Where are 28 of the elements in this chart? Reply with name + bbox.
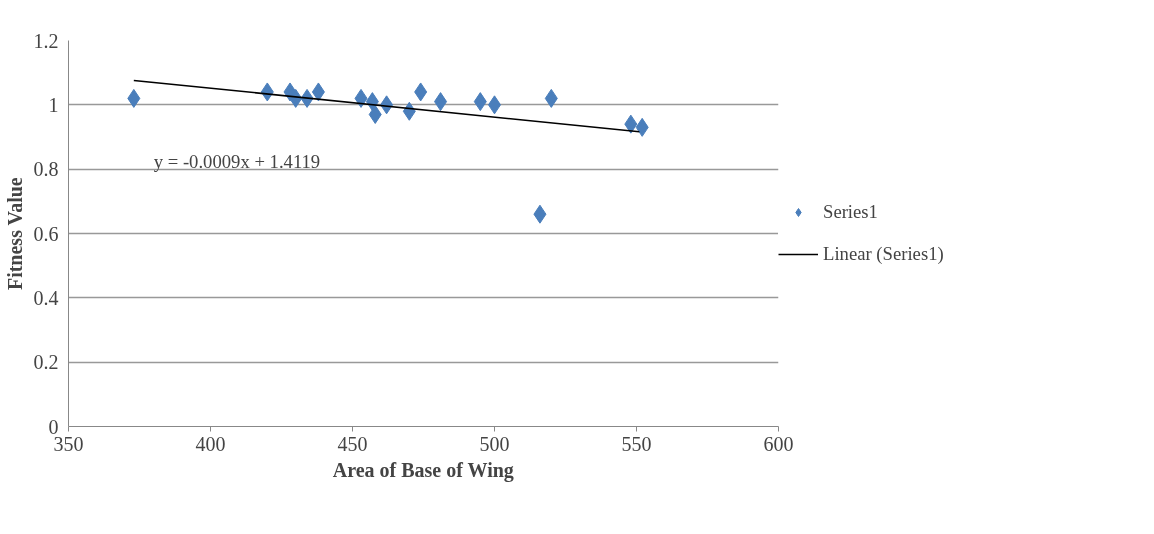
y-axis-title: Fitness Value [3,177,26,291]
point [473,92,487,112]
point [635,117,649,137]
point [414,82,428,102]
point [354,88,368,108]
y-tick-label: 0.2 [33,351,59,374]
point [434,92,448,112]
x-tick-label: 550 [621,432,652,455]
legend-label: Series1 [823,201,878,223]
point [533,204,547,224]
point [624,114,638,134]
y-tick-label: 0 [48,415,59,438]
annotation: y = -0.0009x + 1.4119 [153,151,321,173]
x-tick-label: 600 [763,432,794,455]
y-tick-label: 0.6 [33,222,59,245]
x-tick-label: 400 [195,432,226,455]
point [311,82,325,102]
y-tick-label: 0.8 [33,158,59,181]
x-axis-title: Area of Base of Wing [332,458,514,482]
x-tick-label: 500 [479,432,510,455]
point [127,88,141,108]
point [544,88,558,108]
legend-label: Linear (Series1) [823,243,944,265]
x-tick-label: 450 [337,432,368,455]
y-tick-label: 1 [48,93,59,116]
point [368,104,382,124]
y-tick-label: 0.4 [33,286,59,309]
y-tick-label: 1.2 [33,29,59,52]
